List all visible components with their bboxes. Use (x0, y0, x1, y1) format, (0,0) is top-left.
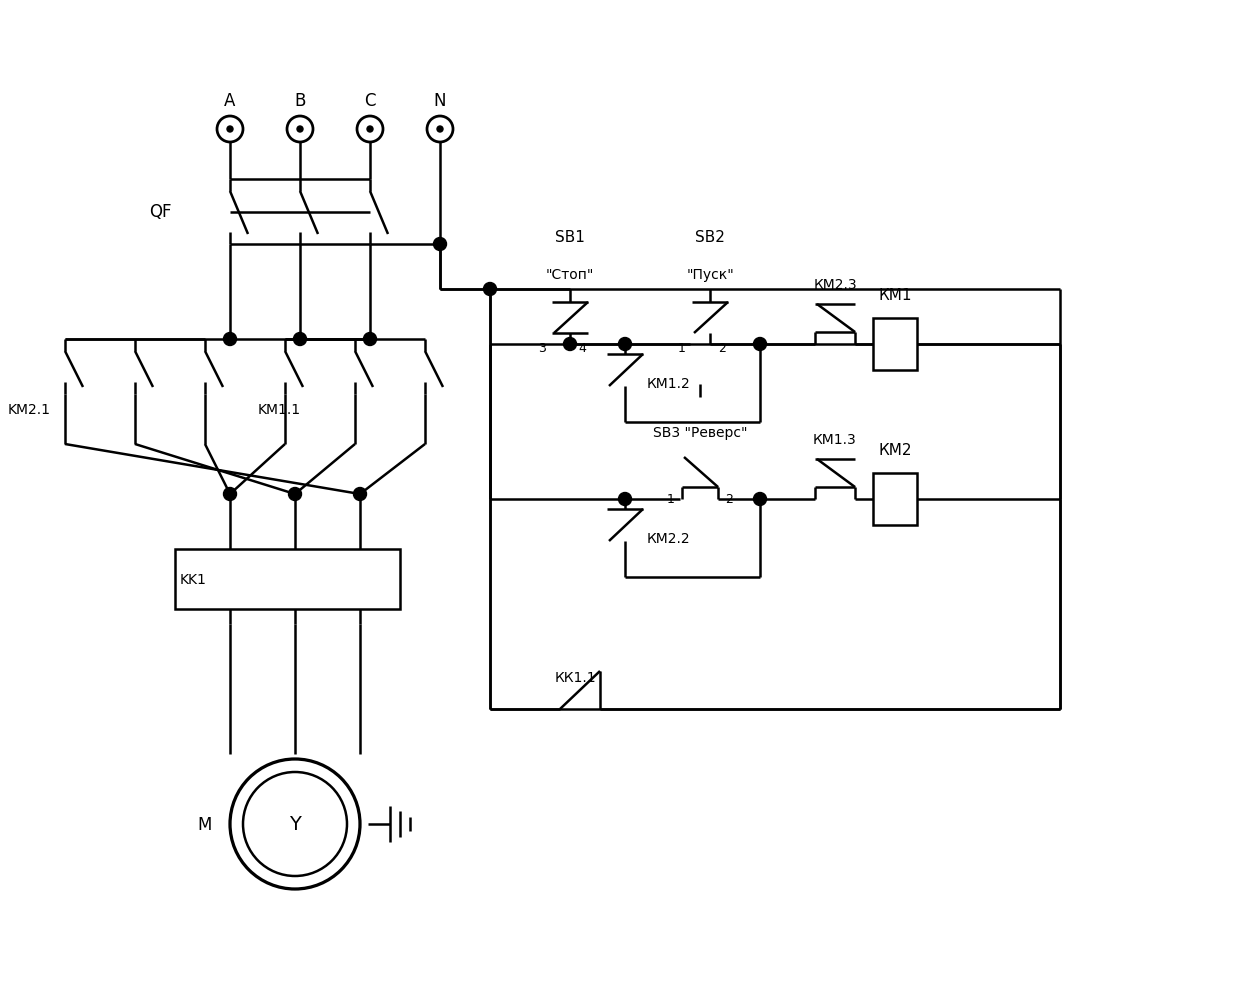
Text: A: A (224, 91, 235, 110)
Circle shape (367, 127, 373, 133)
Text: КМ2.3: КМ2.3 (813, 277, 857, 291)
Circle shape (353, 488, 367, 501)
Circle shape (294, 333, 306, 346)
Text: 1: 1 (678, 342, 686, 355)
Text: КМ1: КМ1 (878, 287, 912, 303)
Text: 1: 1 (667, 493, 675, 506)
Text: КК1.1: КК1.1 (555, 670, 597, 684)
Circle shape (564, 338, 576, 351)
Text: N: N (434, 91, 446, 110)
Text: 2: 2 (725, 493, 733, 506)
Text: C: C (364, 91, 375, 110)
Bar (872, 473, 918, 526)
Text: KM2.1: KM2.1 (7, 403, 51, 416)
Circle shape (289, 488, 301, 501)
Text: SB3 "Реверс": SB3 "Реверс" (653, 425, 747, 439)
Bar (872, 319, 918, 371)
Circle shape (434, 239, 446, 251)
Text: 4: 4 (579, 342, 586, 355)
Circle shape (437, 127, 444, 133)
Text: SB2: SB2 (695, 230, 725, 245)
Text: КМ1.3: КМ1.3 (813, 432, 857, 446)
Text: KK1: KK1 (180, 573, 207, 586)
Text: КМ2: КМ2 (878, 442, 912, 457)
Circle shape (618, 493, 632, 506)
Text: "Стоп": "Стоп" (546, 267, 595, 281)
Text: B: B (295, 91, 306, 110)
Circle shape (618, 338, 632, 351)
Circle shape (753, 493, 767, 506)
Circle shape (297, 127, 304, 133)
Circle shape (483, 283, 497, 296)
Text: 3: 3 (538, 342, 546, 355)
Text: QF: QF (150, 204, 172, 222)
Circle shape (753, 338, 767, 351)
Circle shape (227, 127, 233, 133)
Text: КМ2.2: КМ2.2 (647, 532, 690, 546)
Text: Y: Y (289, 815, 301, 834)
Text: КМ1.2: КМ1.2 (647, 377, 691, 391)
Circle shape (363, 333, 377, 346)
Circle shape (223, 488, 237, 501)
Text: SB1: SB1 (555, 230, 585, 245)
Bar (175, 550, 400, 609)
Circle shape (223, 333, 237, 346)
Text: KM1.1: KM1.1 (258, 403, 301, 416)
Text: "Пуск": "Пуск" (686, 267, 733, 281)
Text: M: M (198, 815, 212, 833)
Text: 2: 2 (719, 342, 726, 355)
